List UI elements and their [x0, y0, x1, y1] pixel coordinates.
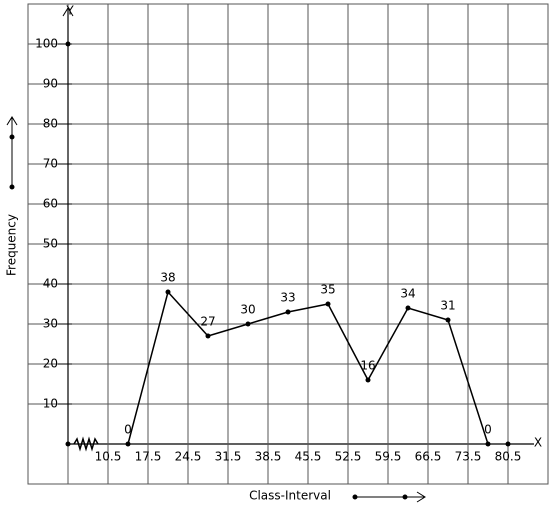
data-label: 30 — [240, 303, 255, 317]
data-point — [245, 321, 251, 327]
x-tick-label: 45.5 — [295, 450, 322, 464]
x-tick-label: 31.5 — [215, 450, 242, 464]
y-axis-symbol: Y — [65, 4, 74, 18]
x-tick-label: 38.5 — [255, 450, 282, 464]
x-axis-dot — [505, 441, 511, 447]
y-tick-label: 10 — [43, 397, 58, 411]
x-axis-symbol: X — [534, 436, 542, 450]
y-arrow — [62, 7, 74, 17]
data-point — [485, 441, 491, 447]
x-tick-label: 17.5 — [135, 450, 162, 464]
y-axis-label: Frequency — [5, 214, 19, 276]
x-tick-label: 66.5 — [415, 450, 442, 464]
y-label-arrow — [6, 116, 18, 190]
data-label: 0 — [484, 423, 492, 437]
origin-dot — [65, 441, 71, 447]
y-tick-label: 70 — [43, 157, 58, 171]
data-point — [205, 333, 211, 339]
y-tick-label: 20 — [43, 357, 58, 371]
x-tick-label: 73.5 — [455, 450, 482, 464]
data-label: 35 — [320, 283, 335, 297]
data-label: 34 — [400, 287, 415, 301]
data-point — [165, 289, 171, 295]
x-axis-label: Class-Interval — [249, 489, 331, 503]
y-tick-label: 60 — [43, 197, 58, 211]
data-point — [445, 317, 451, 323]
y-tick-label: 30 — [43, 317, 58, 331]
x-tick-label: 10.5 — [95, 450, 122, 464]
y-tick-label: 50 — [43, 237, 58, 251]
x-tick-label: 59.5 — [375, 450, 402, 464]
data-label: 31 — [440, 299, 455, 313]
x-tick-label: 52.5 — [335, 450, 362, 464]
data-label: 27 — [200, 315, 215, 329]
series-line — [127, 290, 489, 445]
data-point — [125, 441, 131, 447]
x-tick-label: 24.5 — [175, 450, 202, 464]
data-point — [325, 301, 331, 307]
y-tick-label: 80 — [43, 117, 58, 131]
data-label: 38 — [160, 271, 175, 285]
axis-break — [73, 436, 99, 452]
y-tick-label: 40 — [43, 277, 58, 291]
x-label-arrow — [352, 491, 426, 503]
data-point — [405, 305, 411, 311]
data-point — [365, 377, 371, 383]
y-tick-label: 100 — [35, 37, 58, 51]
data-label: 16 — [360, 359, 375, 373]
data-label: 33 — [280, 291, 295, 305]
data-point — [285, 309, 291, 315]
data-label: 0 — [124, 423, 132, 437]
y-tick-label: 90 — [43, 77, 58, 91]
x-tick-label: 80.5 — [495, 450, 522, 464]
